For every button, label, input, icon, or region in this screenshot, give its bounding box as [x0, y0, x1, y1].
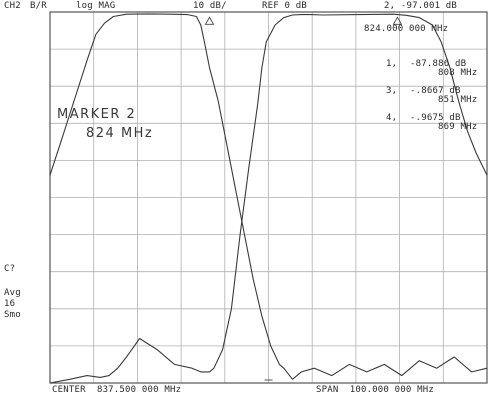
- side-annotation: C?: [4, 264, 16, 274]
- scale-label: 10 dB/: [193, 1, 227, 11]
- channel-label: CH2: [4, 1, 21, 11]
- marker-list-freq: 851 MHz: [438, 95, 478, 105]
- marker-box-freq: 824 MHz: [86, 126, 154, 141]
- marker-box-title: MARKER 2: [57, 107, 137, 122]
- marker-triangle: [204, 16, 215, 25]
- marker-list-label: 3,: [386, 86, 398, 96]
- reference-label: REF 0 dB: [262, 1, 307, 11]
- format-label: log MAG: [76, 1, 116, 11]
- side-annotation: 16: [4, 299, 16, 309]
- marker-list-freq: 869 MHz: [438, 122, 478, 132]
- side-annotation: Smo: [4, 310, 21, 320]
- graticule-frame: [49, 11, 488, 384]
- active-marker-readout: 2, -97.001 dB: [384, 1, 458, 11]
- trace-line: [49, 13, 488, 384]
- marker-list-value: -87.886 dB: [410, 59, 467, 69]
- center-frequency-label: CENTER 837.500 000 MHz: [52, 385, 182, 395]
- marker-triangle: [392, 16, 403, 25]
- marker-list-label: 4,: [386, 113, 398, 123]
- marker-list-value: -.9675 dB: [410, 113, 461, 123]
- marker-list-label: 1,: [386, 59, 398, 69]
- span-label: SPAN 100.000 000 MHz: [316, 385, 434, 395]
- marker-list-freq: 808 MHz: [438, 68, 478, 78]
- active-marker-freq: 824.000 000 MHz: [364, 24, 449, 34]
- measurement-label: B/R: [30, 1, 47, 11]
- trace-line: [49, 13, 488, 380]
- side-annotation: Avg: [4, 288, 21, 298]
- marker-list-value: -.8667 dB: [410, 86, 461, 96]
